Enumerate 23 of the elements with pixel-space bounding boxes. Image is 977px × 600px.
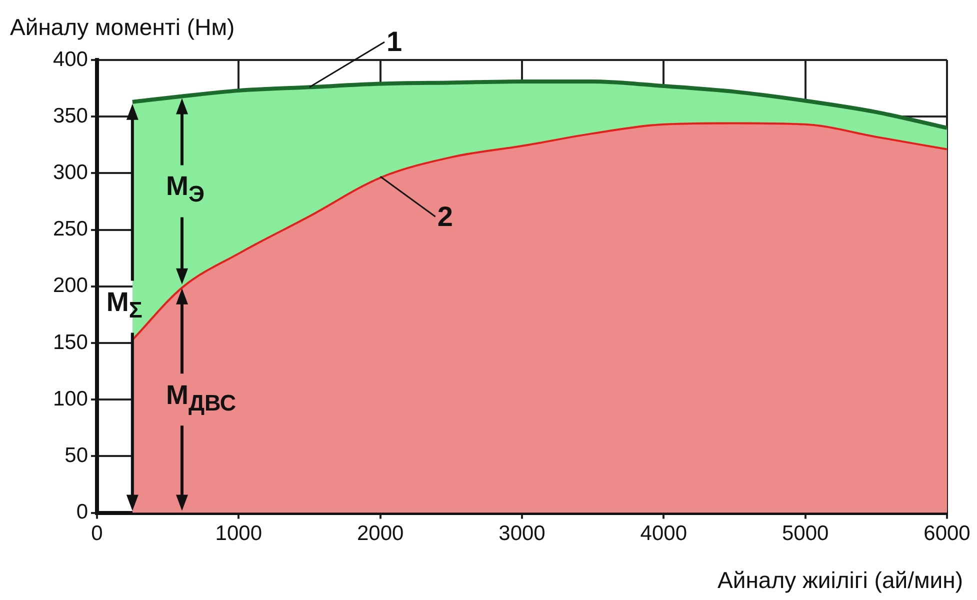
x-tick-label: 0 xyxy=(91,522,103,546)
annotation: 1 xyxy=(386,26,402,58)
annotation: M$_{Э}$ xyxy=(166,171,205,208)
y-tick-label: 50 xyxy=(64,444,88,467)
x-tick-label: 3000 xyxy=(498,522,546,546)
y-tick-label: 200 xyxy=(52,274,88,298)
y-tick-label: 350 xyxy=(52,104,88,128)
annotation: M$_{Σ}$ xyxy=(106,286,142,324)
x-axis-title: Айналу жиілігі (ай/мин) xyxy=(718,567,963,594)
annotation: M$_{ДВС}$ xyxy=(166,380,236,416)
y-tick-label: 100 xyxy=(52,387,88,410)
x-tick-label: 6000 xyxy=(924,522,970,546)
annotation: 2 xyxy=(437,200,453,233)
y-tick-label: 150 xyxy=(52,330,88,354)
y-tick-label: 0 xyxy=(76,500,88,524)
x-tick-label: 2000 xyxy=(356,522,404,546)
x-tick-label: 5000 xyxy=(782,522,829,546)
x-tick-label: 4000 xyxy=(640,522,688,546)
y-axis-title: Айналу моменті (Нм) xyxy=(10,14,235,41)
y-tick-label: 400 xyxy=(52,48,88,71)
y-tick-label: 300 xyxy=(52,160,88,184)
x-tick-label: 1000 xyxy=(215,522,262,546)
y-tick-label: 250 xyxy=(52,218,88,241)
